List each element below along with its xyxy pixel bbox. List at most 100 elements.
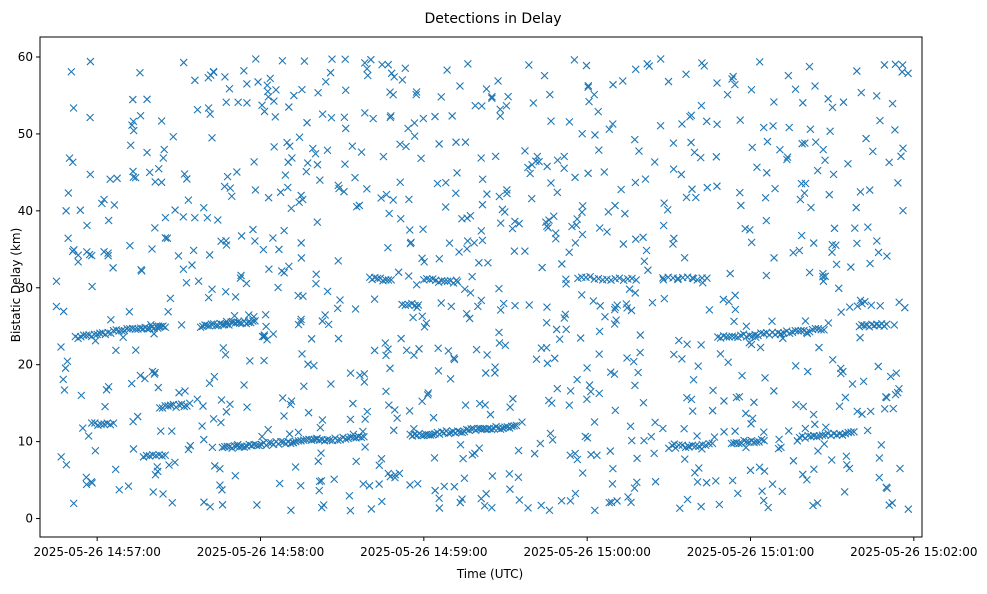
data-point bbox=[643, 59, 652, 68]
data-point bbox=[899, 144, 907, 153]
data-point bbox=[451, 189, 460, 198]
data-point bbox=[810, 420, 819, 429]
data-point bbox=[785, 123, 794, 132]
data-point bbox=[678, 354, 686, 363]
data-point bbox=[131, 346, 140, 355]
track-point bbox=[820, 326, 828, 334]
data-point bbox=[784, 71, 793, 80]
track-point bbox=[277, 437, 285, 446]
data-point bbox=[258, 432, 266, 441]
data-point bbox=[610, 305, 619, 314]
data-point bbox=[747, 238, 756, 247]
data-point bbox=[747, 419, 755, 428]
data-point bbox=[889, 404, 898, 413]
data-point bbox=[223, 172, 232, 181]
data-point bbox=[226, 184, 235, 193]
data-point bbox=[398, 76, 407, 84]
data-point bbox=[820, 440, 829, 448]
data-point bbox=[209, 415, 218, 423]
data-point bbox=[631, 65, 640, 74]
data-point bbox=[243, 99, 251, 107]
data-point bbox=[327, 113, 336, 122]
data-point bbox=[810, 465, 818, 474]
track-point bbox=[218, 443, 227, 452]
data-point bbox=[594, 146, 603, 155]
data-point bbox=[435, 254, 444, 263]
data-point bbox=[278, 394, 287, 402]
data-point bbox=[278, 56, 287, 65]
data-point bbox=[160, 145, 169, 154]
data-point bbox=[783, 155, 791, 164]
data-point bbox=[550, 354, 559, 363]
data-point bbox=[297, 191, 306, 200]
data-point bbox=[759, 496, 768, 505]
data-point bbox=[540, 71, 549, 80]
track-point bbox=[233, 318, 242, 327]
data-point bbox=[363, 71, 372, 80]
data-point bbox=[242, 79, 251, 88]
data-point bbox=[299, 292, 307, 301]
data-point bbox=[585, 381, 594, 389]
data-point bbox=[606, 447, 615, 455]
track-point bbox=[97, 420, 105, 429]
data-point bbox=[509, 394, 517, 403]
data-point bbox=[683, 393, 691, 402]
data-point bbox=[298, 195, 307, 204]
data-point bbox=[463, 237, 472, 245]
data-point bbox=[264, 193, 273, 202]
data-point bbox=[441, 178, 450, 187]
data-point bbox=[281, 171, 290, 180]
data-point bbox=[882, 393, 891, 402]
data-point bbox=[129, 117, 138, 126]
track-point bbox=[487, 425, 496, 434]
data-point bbox=[389, 196, 398, 204]
data-point bbox=[747, 340, 756, 349]
track-point bbox=[437, 428, 446, 436]
data-point bbox=[367, 505, 376, 513]
data-point bbox=[604, 207, 613, 216]
data-point bbox=[626, 422, 635, 431]
data-point bbox=[164, 307, 173, 316]
data-point bbox=[483, 351, 492, 359]
data-point bbox=[730, 317, 738, 326]
data-point bbox=[496, 306, 505, 314]
data-point bbox=[829, 170, 838, 179]
data-point bbox=[417, 154, 425, 163]
track-point bbox=[87, 419, 96, 427]
data-point bbox=[275, 479, 284, 488]
data-point bbox=[213, 216, 222, 224]
data-point bbox=[352, 457, 361, 466]
data-point bbox=[284, 262, 293, 271]
data-point bbox=[840, 487, 849, 496]
data-point bbox=[206, 110, 215, 118]
data-point bbox=[154, 164, 163, 173]
data-point bbox=[85, 250, 94, 259]
data-point bbox=[356, 371, 364, 380]
data-point bbox=[270, 143, 279, 151]
data-point bbox=[557, 260, 566, 268]
data-point bbox=[357, 148, 366, 156]
data-point bbox=[678, 120, 686, 128]
data-point bbox=[382, 190, 391, 199]
track-point bbox=[735, 439, 743, 448]
data-point bbox=[157, 178, 166, 187]
data-point bbox=[345, 491, 354, 500]
data-point bbox=[552, 325, 561, 334]
data-point bbox=[771, 184, 779, 193]
data-point bbox=[69, 104, 78, 112]
data-point bbox=[557, 496, 566, 505]
data-point bbox=[538, 263, 547, 272]
data-point bbox=[583, 364, 592, 372]
data-point bbox=[763, 137, 772, 146]
track-point bbox=[703, 274, 711, 282]
track-point bbox=[791, 326, 800, 335]
data-point bbox=[510, 247, 519, 256]
data-point bbox=[713, 79, 721, 87]
data-point bbox=[587, 450, 595, 459]
data-point bbox=[206, 502, 215, 511]
data-point bbox=[291, 463, 300, 471]
data-point bbox=[57, 343, 65, 351]
data-point bbox=[360, 370, 369, 378]
track-point bbox=[760, 436, 768, 445]
data-point bbox=[88, 282, 97, 291]
